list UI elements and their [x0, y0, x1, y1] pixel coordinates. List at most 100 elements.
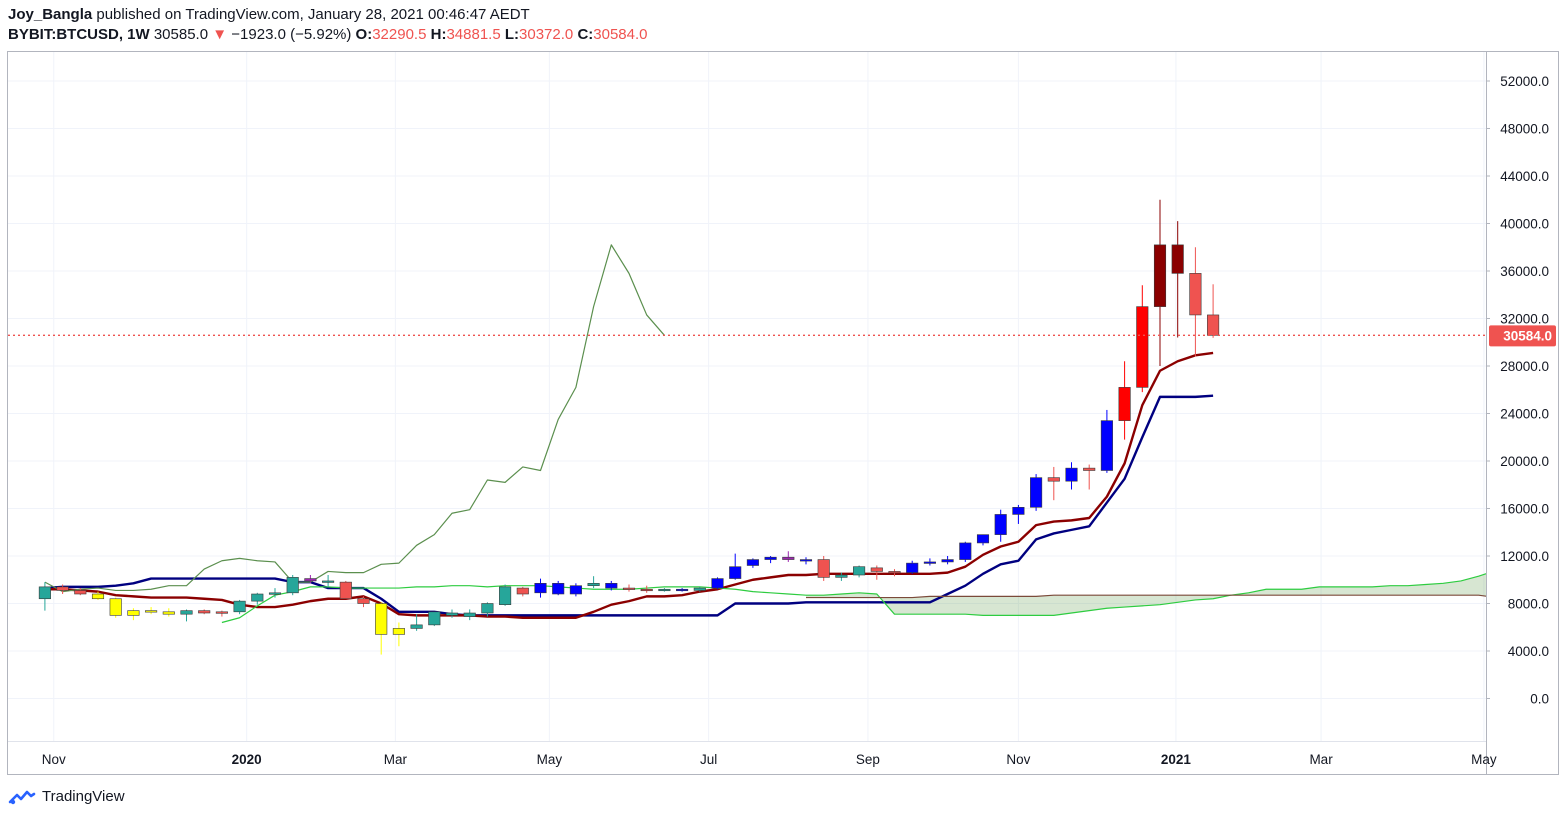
price-tick-label: 44000.0 — [1500, 169, 1549, 184]
time-tick-label: May — [537, 752, 563, 767]
candle-body — [516, 587, 529, 595]
candle-body — [888, 571, 901, 574]
candle — [711, 577, 724, 590]
price-tick-label: 32000.0 — [1500, 312, 1549, 327]
candle-body — [304, 578, 317, 582]
candle — [1171, 221, 1184, 338]
candle — [463, 609, 476, 621]
candle-body — [357, 598, 370, 604]
candle-body — [658, 588, 671, 592]
open-value: 32290.5 — [372, 26, 427, 43]
grid-lines — [8, 52, 1486, 741]
candle-body — [870, 567, 883, 572]
candle-body — [445, 612, 459, 616]
candle-body — [109, 598, 122, 616]
price-tick-label: 24000.0 — [1500, 407, 1549, 422]
candle-body — [976, 534, 990, 544]
tradingview-brand[interactable]: TradingView — [8, 788, 125, 805]
candle — [516, 586, 529, 597]
candle — [91, 591, 105, 600]
open-label: O: — [355, 26, 373, 43]
candle-body — [428, 611, 441, 626]
candle — [622, 584, 636, 592]
price-tick-label: 36000.0 — [1500, 264, 1549, 279]
publication-line: Joy_Bangla published on TradingView.com,… — [8, 6, 530, 23]
candle — [1012, 504, 1025, 524]
candle-body — [587, 583, 600, 586]
last-price-badge: 30584.0 — [1489, 325, 1556, 347]
candle-body — [91, 593, 105, 600]
candle — [552, 580, 565, 596]
candle-body — [782, 556, 795, 560]
candle — [1153, 199, 1167, 366]
candle — [499, 584, 512, 606]
candle-body — [56, 586, 69, 591]
low-label: L: — [504, 26, 520, 43]
tradingview-logo-icon — [8, 790, 36, 804]
high-value: 34881.5 — [446, 26, 501, 43]
symbol-label[interactable]: BYBIT:BTCUSD, 1W — [8, 26, 150, 43]
candle — [640, 585, 653, 593]
candle — [587, 576, 600, 589]
candle-body — [1118, 387, 1131, 421]
candle-body — [410, 624, 423, 629]
candle-body — [180, 610, 193, 615]
candle — [1207, 284, 1220, 338]
price-tick-label: 16000.0 — [1500, 502, 1549, 517]
price-change: −1923.0 (−5.92%) — [231, 26, 352, 43]
candle-body — [127, 610, 140, 616]
candle — [941, 556, 954, 565]
candle — [746, 558, 759, 568]
candle — [180, 609, 193, 622]
brand-name: TradingView — [42, 788, 125, 805]
candle — [198, 609, 211, 615]
candle — [693, 586, 706, 592]
candle-body — [693, 587, 706, 591]
candle-body — [375, 603, 388, 635]
close-value: 30584.0 — [593, 26, 648, 43]
candle-body — [74, 590, 87, 595]
candle — [835, 572, 848, 581]
high-label: H: — [430, 26, 447, 43]
candle — [994, 509, 1007, 542]
candle — [410, 614, 423, 631]
low-value: 30372.0 — [519, 26, 574, 43]
last-price: 30585.0 — [153, 26, 209, 43]
candle-body — [1065, 467, 1078, 482]
candle — [215, 610, 228, 617]
candle-body — [534, 583, 547, 594]
plot-area — [38, 199, 1486, 655]
candle-body — [729, 566, 742, 579]
candle — [481, 602, 494, 617]
price-chart[interactable]: 0.0 4000.0 8000.0 12000.0 16000.0 20000.0 2400… — [8, 52, 1558, 774]
candle — [357, 596, 370, 608]
candle-body — [322, 580, 335, 583]
candle-body — [215, 611, 228, 614]
candle — [605, 580, 618, 591]
candle-body — [676, 588, 689, 592]
candle — [339, 580, 352, 600]
time-tick-label: Nov — [1006, 752, 1030, 767]
series-conversion-line — [44, 394, 1214, 617]
candle — [56, 584, 69, 594]
candle-body — [835, 574, 848, 578]
candle — [906, 560, 919, 574]
chart-frame[interactable]: 0.0 4000.0 8000.0 12000.0 16000.0 20000.0 2400… — [7, 51, 1559, 775]
candle-body — [941, 559, 954, 563]
candle-body — [853, 566, 866, 576]
author-name[interactable]: Joy_Bangla — [8, 6, 93, 23]
candle-body — [994, 514, 1007, 535]
candle-body — [286, 577, 299, 594]
price-tick-label: 40000.0 — [1500, 217, 1549, 232]
candle-body — [817, 559, 830, 578]
candle — [658, 588, 671, 592]
candle-body — [959, 542, 972, 560]
candle — [145, 607, 158, 615]
time-tick-label: Sep — [856, 752, 880, 767]
ichimoku-cloud — [806, 573, 1486, 616]
candle-body — [1100, 420, 1113, 471]
last-price-badge-label: 30584.0 — [1503, 328, 1552, 343]
candle-body — [499, 586, 512, 605]
candle — [392, 622, 405, 647]
price-tick-label: 4000.0 — [1508, 644, 1549, 659]
